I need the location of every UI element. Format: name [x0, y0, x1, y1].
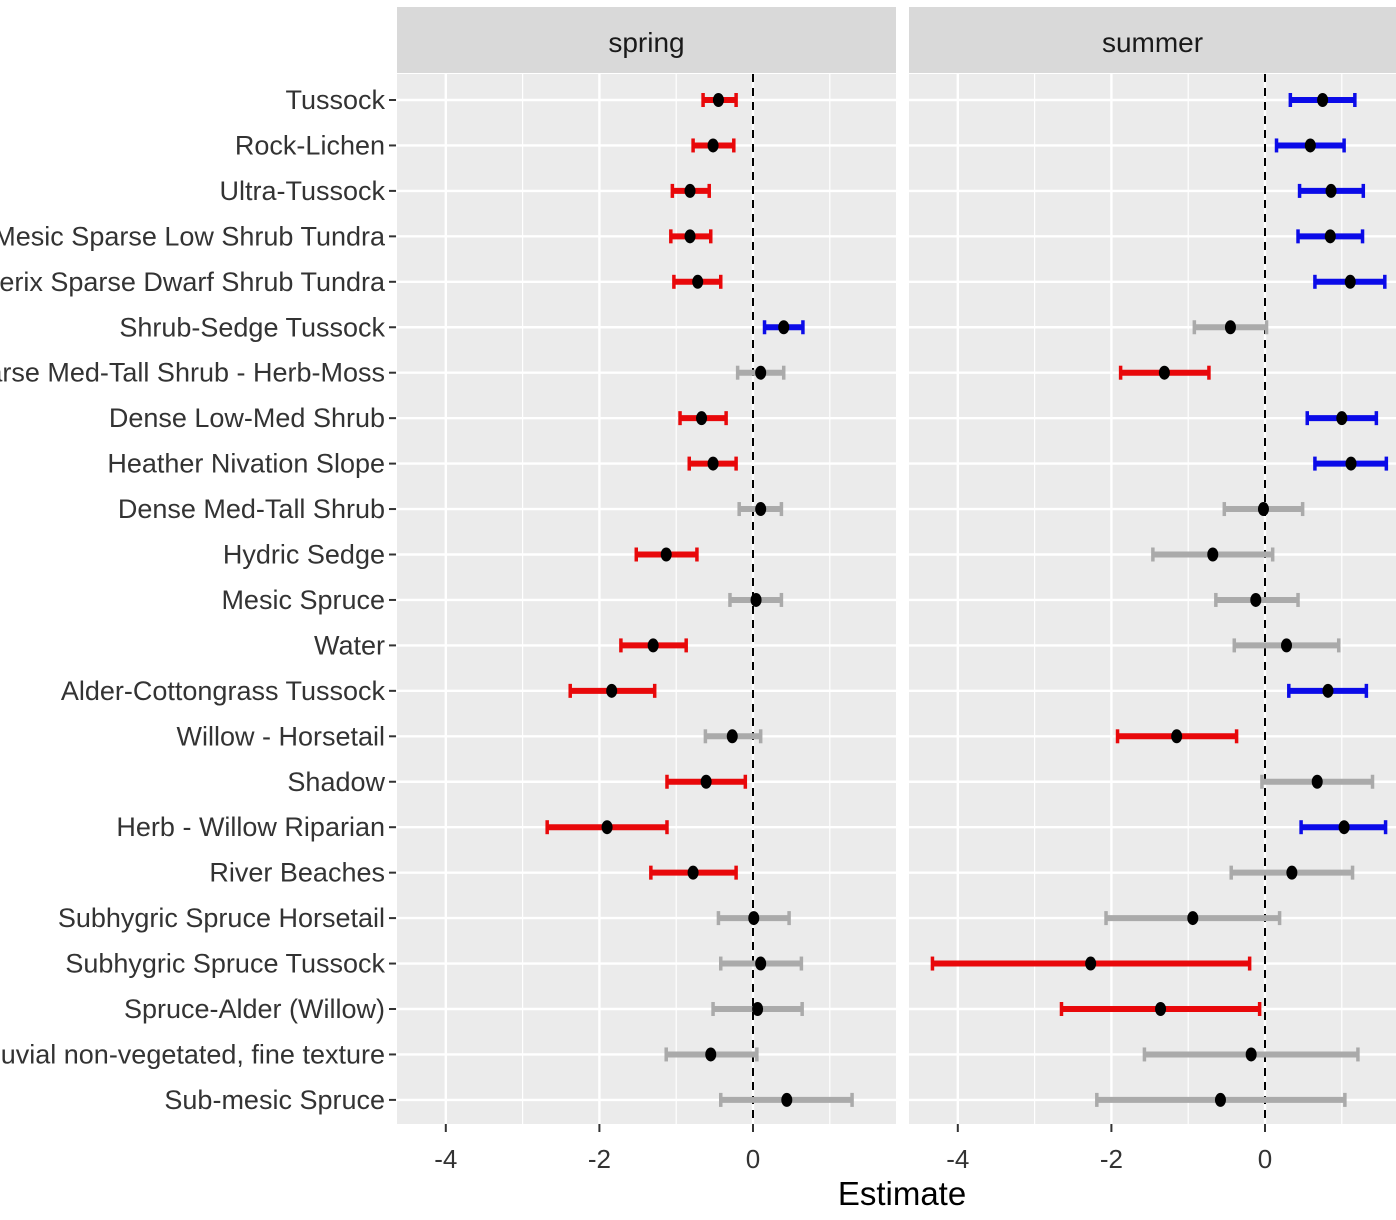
- estimate-point: [660, 547, 672, 562]
- y-tick-label: Shrub-Sedge Tussock: [119, 312, 385, 342]
- estimate-point: [692, 274, 704, 289]
- estimate-point: [1085, 956, 1097, 971]
- y-axis-labels: Tussock Rock-Lichen Ultra-Tussock Mesic Spa…: [0, 85, 396, 1115]
- y-tick-label: Subhygric Spruce Horsetail: [58, 903, 385, 933]
- y-tick-label: Mesic Spruce: [221, 585, 385, 615]
- estimate-point: [1187, 911, 1199, 926]
- estimate-point: [1338, 820, 1350, 835]
- y-tick-label: Alluvial non-vegetated, fine texture: [0, 1039, 385, 1069]
- y-tick-label: Dense Med-Tall Shrub: [118, 494, 385, 524]
- y-tick-label: River Beaches: [209, 858, 385, 888]
- estimate-point: [778, 320, 790, 335]
- estimate-point: [687, 865, 699, 880]
- estimate-point: [1257, 502, 1269, 517]
- y-tick-label: Sub-mesic Spruce: [164, 1085, 385, 1115]
- marks: [930, 93, 1389, 1107]
- estimate-point: [1304, 138, 1316, 153]
- estimate-point: [707, 456, 719, 471]
- marks: [545, 93, 854, 1107]
- y-tick-label: Mesic Sparse Low Shrub Tundra: [0, 221, 386, 251]
- estimate-point: [606, 683, 618, 698]
- estimate-point: [700, 774, 712, 789]
- estimate-point: [1214, 1092, 1226, 1107]
- x-tick-label: -4: [434, 1144, 457, 1174]
- y-tick-label: Alder-Cottongrass Tussock: [61, 676, 386, 706]
- y-tick-label: Dense Low-Med Shrub: [109, 403, 385, 433]
- estimate-point: [1311, 774, 1323, 789]
- estimate-point: [712, 93, 724, 107]
- y-tick-label: Water: [314, 630, 385, 660]
- estimate-point: [647, 638, 659, 653]
- estimate-point: [1286, 865, 1298, 880]
- facet-strip: [397, 7, 896, 73]
- estimate-point: [1317, 93, 1329, 107]
- estimate-point: [726, 729, 738, 744]
- x-tick-label: -2: [1100, 1144, 1123, 1174]
- y-tick-label: Shg Sparse Med-Tall Shrub - Herb-Moss: [0, 358, 385, 388]
- estimate-point: [1224, 320, 1236, 335]
- estimate-point: [1336, 411, 1348, 426]
- facet-strip-label: summer: [1102, 27, 1203, 58]
- estimate-point: [1344, 274, 1356, 289]
- estimate-point: [1324, 229, 1336, 244]
- estimate-point: [748, 911, 760, 926]
- estimate-point: [755, 502, 767, 517]
- estimate-point: [707, 138, 719, 153]
- estimate-point: [755, 365, 767, 380]
- estimate-point: [755, 956, 767, 971]
- y-tick-label: Willow - Horsetail: [176, 721, 385, 751]
- x-tick-label: -2: [588, 1144, 611, 1174]
- estimate-point: [1207, 547, 1219, 562]
- facet-strip: [909, 7, 1396, 73]
- gridlines: [397, 74, 896, 1124]
- estimate-point: [705, 1047, 717, 1062]
- y-tick-label: Subhygric Spruce Tussock: [65, 949, 385, 979]
- estimate-point: [750, 592, 762, 607]
- x-tick-label: 0: [746, 1144, 760, 1174]
- y-tick-label: Subxerix Sparse Dwarf Shrub Tundra: [0, 267, 386, 297]
- estimate-point: [684, 183, 696, 198]
- panel-spring: spring -4 -2 0: [397, 7, 896, 1174]
- y-tick-label: Shadow: [287, 767, 385, 797]
- y-tick-label: Herb - Willow Riparian: [116, 812, 385, 842]
- estimate-point: [1325, 183, 1337, 198]
- estimate-point: [1281, 638, 1293, 653]
- estimate-point: [1250, 592, 1262, 607]
- x-tick-label: -4: [946, 1144, 969, 1174]
- x-tick-label: 0: [1258, 1144, 1272, 1174]
- y-tick-label: Rock-Lichen: [235, 130, 385, 160]
- estimate-point: [1171, 729, 1183, 744]
- facet-strip-label: spring: [608, 27, 684, 58]
- panel-summer: summer -4 -2 0: [909, 7, 1396, 1174]
- y-tick-label: Spruce-Alder (Willow): [124, 994, 385, 1024]
- facet-panels: spring -4 -2 0 summer -4 -2 0: [397, 7, 1396, 1174]
- y-tick-label: Tussock: [285, 85, 385, 115]
- y-tick-label: Hydric Sedge: [223, 540, 385, 570]
- estimate-point: [1158, 365, 1170, 380]
- estimate-point: [752, 1002, 764, 1016]
- estimate-point: [1345, 456, 1357, 471]
- estimate-point: [1155, 1002, 1167, 1016]
- estimate-point: [1245, 1047, 1257, 1062]
- estimate-point: [1322, 683, 1334, 698]
- x-axis-title: Estimate: [838, 1175, 966, 1212]
- estimate-point: [684, 229, 696, 244]
- y-tick-label: Heather Nivation Slope: [107, 449, 385, 479]
- estimate-point: [781, 1092, 793, 1107]
- estimate-point: [601, 820, 613, 835]
- y-tick-label: Ultra-Tussock: [219, 176, 385, 206]
- estimate-point: [696, 411, 708, 426]
